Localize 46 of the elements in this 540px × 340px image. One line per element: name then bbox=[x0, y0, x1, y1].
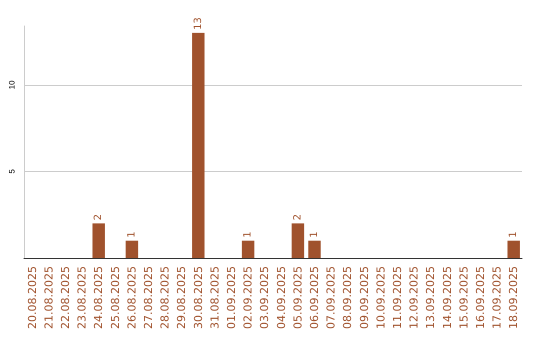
data-label: 2 bbox=[292, 214, 304, 220]
bar bbox=[242, 240, 254, 258]
data-label: 1 bbox=[242, 231, 254, 238]
data-label: 13 bbox=[192, 17, 204, 30]
x-tick-label: 10.09.2025 bbox=[374, 266, 388, 330]
x-tick-label: 12.09.2025 bbox=[408, 266, 421, 330]
data-label: 1 bbox=[309, 231, 320, 238]
x-tick-label: 18.09.2025 bbox=[507, 266, 520, 330]
x-tick-label: 29.08.2025 bbox=[175, 266, 188, 330]
bar bbox=[308, 240, 321, 258]
x-tick-label: 21.08.2025 bbox=[42, 266, 56, 330]
x-tick-label: 05.09.2025 bbox=[291, 266, 304, 330]
bar bbox=[92, 223, 105, 258]
x-tick-label: 08.09.2025 bbox=[341, 266, 354, 330]
x-tick-label: 16.09.2025 bbox=[474, 266, 487, 330]
x-tick-label: 22.08.2025 bbox=[59, 266, 72, 330]
x-tick-label: 27.08.2025 bbox=[142, 266, 155, 330]
data-label: 2 bbox=[93, 214, 104, 220]
x-tick-label: 03.09.2025 bbox=[258, 266, 272, 330]
x-tick-label: 31.08.2025 bbox=[208, 266, 222, 330]
x-tick-label: 28.08.2025 bbox=[158, 266, 172, 330]
x-tick-label: 20.08.2025 bbox=[26, 266, 39, 330]
bar bbox=[292, 223, 304, 258]
y-tick-label: 10 bbox=[8, 80, 16, 90]
x-tick-label: 26.08.2025 bbox=[125, 266, 138, 330]
x-tick-label: 04.09.2025 bbox=[274, 266, 288, 330]
bar bbox=[192, 32, 205, 258]
x-tick-label: 25.08.2025 bbox=[108, 266, 122, 330]
y-tick-label: 5 bbox=[8, 168, 16, 174]
x-tick-label: 07.09.2025 bbox=[324, 266, 338, 330]
data-label: 1 bbox=[508, 231, 520, 238]
x-tick-label: 30.08.2025 bbox=[192, 266, 205, 330]
x-tick-label: 13.09.2025 bbox=[424, 266, 438, 330]
bar bbox=[507, 240, 520, 258]
x-tick-label: 24.08.2025 bbox=[92, 266, 106, 330]
bar bbox=[126, 240, 138, 258]
x-tick-label: 11.09.2025 bbox=[391, 266, 404, 330]
x-tick-label: 23.08.2025 bbox=[76, 266, 89, 330]
data-label: 1 bbox=[126, 231, 138, 238]
x-tick-label: 06.09.2025 bbox=[308, 266, 321, 330]
x-tick-label: 17.09.2025 bbox=[490, 266, 504, 330]
x-tick-label: 14.09.2025 bbox=[440, 266, 454, 330]
x-tick-label: 01.09.2025 bbox=[225, 266, 238, 330]
x-tick-label: 09.09.2025 bbox=[358, 266, 371, 330]
x-tick-label: 02.09.2025 bbox=[242, 266, 255, 330]
x-tick-label: 15.09.2025 bbox=[457, 266, 470, 330]
